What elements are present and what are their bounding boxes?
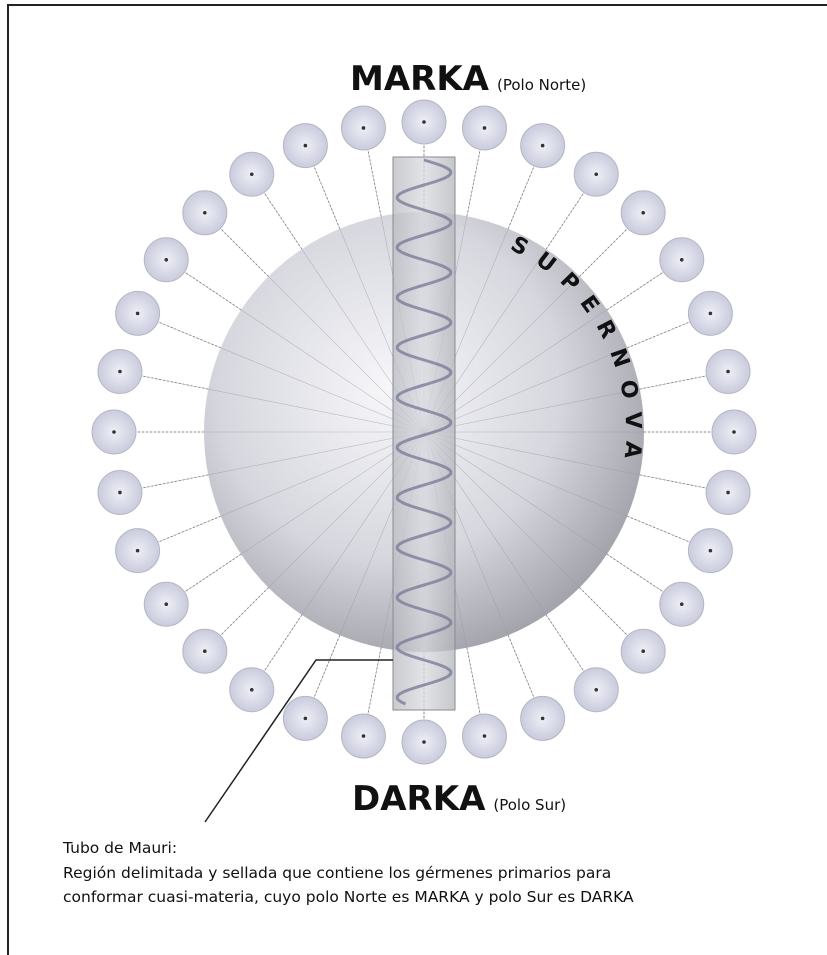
germ-dot — [362, 734, 366, 738]
diagram: SUPERNOVA MARKA(Polo Norte) DARKA(Polo S… — [0, 0, 827, 955]
germ-dot — [203, 649, 207, 653]
germ-dot — [541, 144, 545, 148]
germ-dot — [594, 172, 598, 176]
germ-dot — [422, 120, 426, 124]
germ-dot — [112, 430, 116, 434]
callout-line-text: Región delimitada y sellada que contiene… — [63, 864, 611, 882]
germ-dot — [304, 717, 308, 721]
south-name: DARKA — [352, 779, 486, 819]
germ-dot — [680, 258, 684, 262]
south-note: (Polo Sur) — [493, 796, 566, 814]
germ-dot — [709, 549, 713, 553]
germ-dot — [594, 688, 598, 692]
callout-line-text: conformar cuasi-materia, cuyo polo Norte… — [63, 888, 634, 906]
germ-dot — [422, 740, 426, 744]
germ-dot — [726, 491, 730, 495]
germ-dot — [641, 649, 645, 653]
germ-dot — [362, 126, 366, 130]
north-name: MARKA — [350, 59, 490, 99]
germ-dot — [709, 312, 713, 316]
germ-dot — [118, 491, 122, 495]
germ-dot — [483, 734, 487, 738]
germ-dot — [118, 370, 122, 374]
germ-dot — [483, 126, 487, 130]
south-label: DARKA (Polo Sur) — [352, 779, 566, 819]
germ-dot — [164, 602, 168, 606]
germ-dot — [136, 312, 140, 316]
germ-dot — [304, 144, 308, 148]
germ-dot — [250, 172, 254, 176]
germ-dot — [203, 211, 207, 215]
germ-dot — [726, 370, 730, 374]
germ-dot — [250, 688, 254, 692]
north-label: MARKA (Polo Norte) — [350, 59, 586, 99]
germ-dot — [541, 717, 545, 721]
north-note: (Polo Norte) — [497, 76, 586, 94]
germ-dot — [136, 549, 140, 553]
germ-dot — [680, 602, 684, 606]
germ-dot — [732, 430, 736, 434]
callout-title: Tubo de Mauri: — [62, 839, 177, 857]
germ-dot — [641, 211, 645, 215]
germ-dot — [164, 258, 168, 262]
